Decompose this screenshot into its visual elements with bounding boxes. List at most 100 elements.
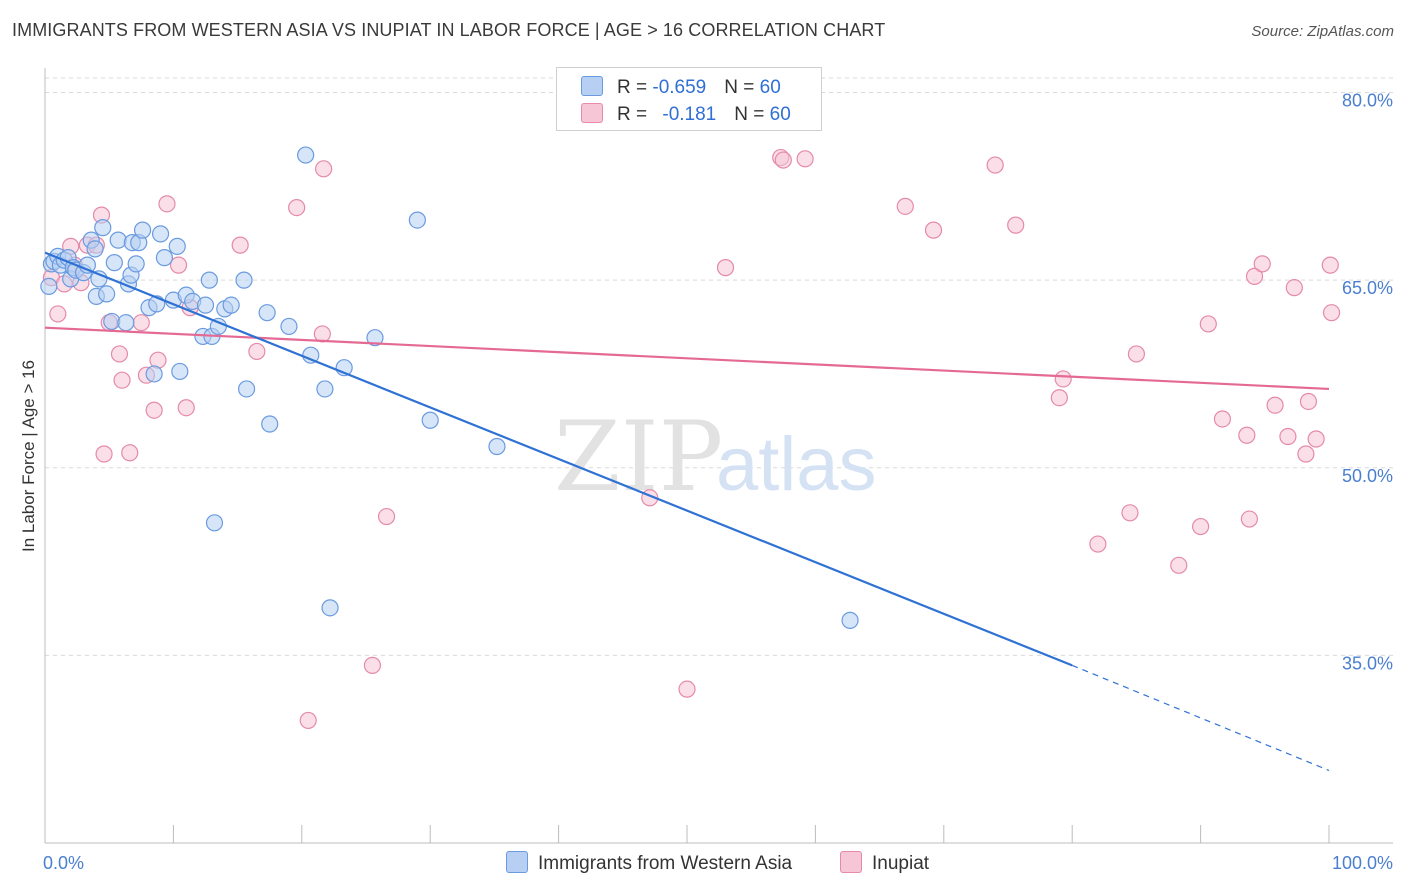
- inupiat-point[interactable]: [121, 444, 139, 462]
- inupiat-point[interactable]: [299, 711, 317, 730]
- western-asia-point[interactable]: [408, 211, 426, 229]
- inupiat-point[interactable]: [313, 325, 331, 343]
- western-asia-point[interactable]: [258, 304, 276, 322]
- inupiat-point[interactable]: [1170, 556, 1188, 574]
- western-asia-point[interactable]: [200, 271, 218, 289]
- legend-item-inupiat[interactable]: Inupiat: [840, 851, 929, 875]
- inupiat-point[interactable]: [1297, 445, 1315, 463]
- western-asia-point[interactable]: [86, 240, 104, 258]
- western-asia-point[interactable]: [488, 437, 506, 456]
- western-asia-point[interactable]: [297, 146, 315, 164]
- legend-item-western-asia[interactable]: Immigrants from Western Asia: [506, 851, 792, 875]
- inupiat-point[interactable]: [796, 150, 814, 168]
- watermark-atlas: atlas: [716, 422, 877, 507]
- axis-layer: [44, 68, 1393, 844]
- inupiat-point[interactable]: [49, 305, 67, 323]
- inupiat-point[interactable]: [1299, 392, 1318, 411]
- inupiat-point[interactable]: [1199, 315, 1217, 333]
- inupiat-point[interactable]: [1007, 216, 1025, 234]
- watermark-zip: ZIP: [554, 401, 723, 513]
- source-name: ZipAtlas.com: [1307, 23, 1394, 40]
- inupiat-point[interactable]: [1127, 345, 1146, 363]
- legend-label-western-asia: Immigrants from Western Asia: [538, 853, 793, 874]
- western-asia-point[interactable]: [366, 329, 384, 347]
- western-asia-point[interactable]: [316, 380, 334, 398]
- western-asia-point[interactable]: [117, 314, 135, 332]
- legend-label-inupiat: Inupiat: [872, 853, 930, 874]
- inupiat-point[interactable]: [177, 399, 195, 417]
- western-asia-point[interactable]: [280, 317, 298, 336]
- western-asia-point[interactable]: [196, 296, 215, 314]
- western-asia-point[interactable]: [205, 514, 224, 532]
- inupiat-point[interactable]: [248, 342, 266, 361]
- inupiat-point[interactable]: [1050, 389, 1068, 407]
- inupiat-point[interactable]: [1245, 267, 1264, 285]
- legend-n-value: 60: [759, 77, 781, 98]
- inupiat-point[interactable]: [1191, 517, 1210, 536]
- western-asia-point[interactable]: [237, 380, 256, 398]
- inupiat-point[interactable]: [110, 345, 129, 363]
- legend-row-western-asia: R = -0.659 N = 60: [581, 76, 781, 100]
- inupiat-point[interactable]: [924, 221, 943, 239]
- inupiat-point[interactable]: [774, 151, 792, 169]
- western-asia-point[interactable]: [421, 411, 439, 429]
- inupiat-point[interactable]: [363, 656, 382, 674]
- inupiat-point[interactable]: [896, 197, 914, 215]
- western-asia-point[interactable]: [40, 277, 58, 295]
- western-asia-point[interactable]: [222, 296, 240, 314]
- y-tick-label: 65.0%: [1342, 278, 1393, 298]
- inupiat-point[interactable]: [1213, 410, 1232, 428]
- western-asia-point[interactable]: [98, 285, 116, 303]
- inupiat-point[interactable]: [1307, 430, 1325, 448]
- inupiat-point[interactable]: [1238, 426, 1256, 444]
- legend-r-value: -0.659: [652, 77, 707, 98]
- grid-layer: [45, 77, 1393, 656]
- source-credit[interactable]: Source: ZipAtlas.com: [1251, 23, 1394, 40]
- western-asia-point[interactable]: [127, 255, 145, 273]
- western-asia-point[interactable]: [235, 271, 253, 289]
- legend-n-label: N =: [724, 77, 760, 98]
- western-asia-point[interactable]: [171, 362, 189, 381]
- western-asia-point[interactable]: [94, 219, 112, 237]
- inupiat-point[interactable]: [1089, 535, 1107, 553]
- inupiat-point[interactable]: [1054, 370, 1072, 388]
- western-asia-point[interactable]: [109, 231, 127, 249]
- inupiat-point[interactable]: [145, 401, 163, 419]
- inupiat-point[interactable]: [986, 156, 1004, 174]
- inupiat-point[interactable]: [1121, 504, 1139, 522]
- inupiat-point[interactable]: [1253, 255, 1271, 273]
- legend-swatch-blue: [581, 76, 603, 96]
- inupiat-point[interactable]: [158, 195, 176, 213]
- western-asia-point[interactable]: [841, 611, 859, 629]
- inupiat-point[interactable]: [95, 445, 113, 463]
- inupiat-point[interactable]: [1322, 304, 1341, 322]
- western-asia-point[interactable]: [133, 221, 152, 239]
- inupiat-point[interactable]: [678, 680, 696, 698]
- western-asia-point[interactable]: [155, 249, 174, 267]
- western-asia-point[interactable]: [261, 415, 279, 433]
- inupiat-point[interactable]: [113, 371, 131, 389]
- inupiat-point[interactable]: [288, 198, 306, 217]
- western-asia-point[interactable]: [151, 225, 170, 243]
- western-asia-point[interactable]: [105, 254, 123, 272]
- inupiat-point[interactable]: [315, 160, 333, 178]
- inupiat-point[interactable]: [1321, 256, 1339, 274]
- x-tick-label-max: 100.0%: [1332, 853, 1393, 873]
- western-asia-point[interactable]: [321, 599, 339, 617]
- inupiat-point[interactable]: [231, 236, 249, 254]
- western-asia-point[interactable]: [103, 312, 121, 331]
- inupiat-point[interactable]: [716, 259, 735, 277]
- inupiat-point[interactable]: [1240, 510, 1258, 528]
- inupiat-point[interactable]: [169, 256, 188, 274]
- western-asia-point[interactable]: [145, 365, 163, 383]
- inupiat-point[interactable]: [132, 314, 150, 332]
- inupiat-point[interactable]: [1279, 427, 1297, 446]
- inupiat-point[interactable]: [1266, 396, 1284, 414]
- x-tick-label-min: 0.0%: [43, 853, 84, 873]
- inupiat-point[interactable]: [377, 507, 396, 526]
- inupiat-point[interactable]: [1285, 279, 1303, 297]
- correlation-legend: R = -0.659 N = 60 R = -0.181 N = 60: [556, 67, 822, 131]
- legend-swatch-blue: [506, 851, 528, 873]
- western-asia-point[interactable]: [168, 237, 186, 255]
